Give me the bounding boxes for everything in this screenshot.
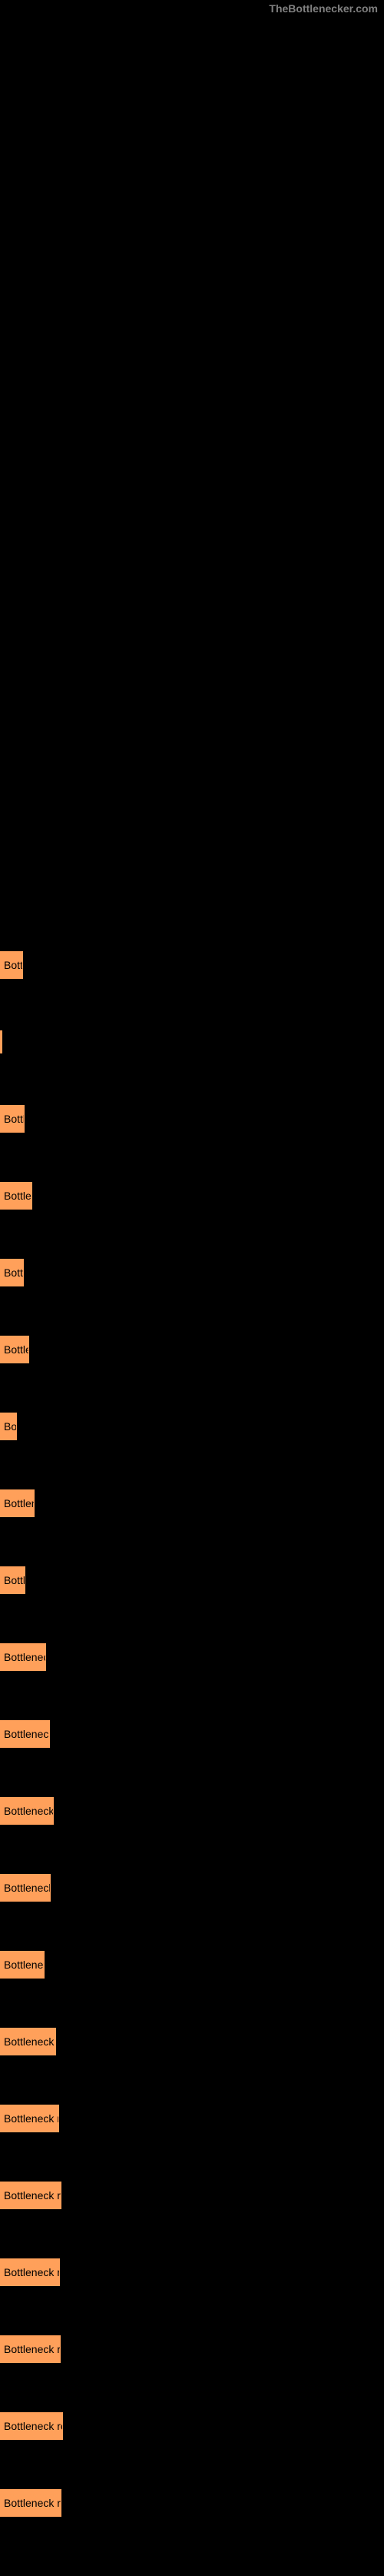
bar-label: Bottleneck result (4, 1805, 53, 1817)
bar-label: Bottlene (4, 1190, 31, 1202)
bar-row: Bot (0, 1407, 384, 1446)
bar-row: Bottleneck result (0, 2330, 384, 2368)
bar: Bottleneck result (0, 2258, 60, 2286)
bar-label: Bottleneck res (4, 1651, 45, 1663)
bar: Bott (0, 951, 23, 979)
bar-row: Bottleneck res (0, 1638, 384, 1676)
chart-container: Bott Bottle Bottlene Bottle Bottlen Bot Bottle… (0, 0, 384, 2576)
bar-label: Bottleneck result (4, 2035, 55, 2048)
bar-row: Bottleneck resu (0, 1869, 384, 1907)
bar: Bottlen (0, 1336, 29, 1363)
bar: Bottleneck resu (0, 1874, 51, 1902)
bar-label: Bottleneck result (4, 2343, 60, 2355)
bar: Bottleneck res (0, 1643, 46, 1671)
bar-row: Bottlene (0, 1177, 384, 1215)
bar-row: Bottleneck result (0, 2407, 384, 2445)
bar-label: Bottle (4, 1266, 23, 1279)
bar: Bottle (0, 1105, 25, 1133)
bar-label: Bottleneck resu (4, 1728, 49, 1740)
bar: Bottle (0, 1566, 25, 1594)
bar-row (0, 1023, 384, 1061)
bar: Bottleneck result (0, 1797, 54, 1825)
bar-row: Bottlen (0, 1330, 384, 1369)
bar-label: Bottleneck result (4, 2266, 59, 2278)
bar: Bottlene (0, 1182, 32, 1210)
bar-row: Bottleneck result (0, 2176, 384, 2215)
bar-row: Bottleneck result (0, 2099, 384, 2138)
bar: Bottleneck result (0, 2335, 61, 2363)
bar-label: Bot (4, 1420, 16, 1433)
bar-thin (0, 1030, 2, 1053)
bar-label: Bottlenec (4, 1497, 34, 1509)
bar: Bottleneck result (0, 2105, 59, 2132)
bar-label: Bottleneck re (4, 1959, 44, 1971)
bar-label: Bottleneck result (4, 2497, 61, 2509)
bar: Bottlenec (0, 1489, 35, 1517)
bar-row: Bottleneck result (0, 2253, 384, 2291)
bar-label: Bottleneck result (4, 2189, 61, 2202)
bar-label: Bottleneck resu (4, 1882, 50, 1894)
bar: Bottleneck result (0, 2028, 56, 2055)
bar: Bottleneck result (0, 2412, 63, 2440)
bar-row: Bott (0, 946, 384, 984)
bar-row: Bottleneck result (0, 1792, 384, 1830)
bar-row: Bottle (0, 1100, 384, 1138)
bar: Bot (0, 1413, 17, 1440)
bar-row: Bottle (0, 1561, 384, 1599)
bar-label: Bottle (4, 1113, 24, 1125)
bar-label: Bottle (4, 1574, 25, 1586)
bar-row: Bottlenec (0, 1484, 384, 1523)
bar-row: Bottleneck re (0, 1945, 384, 1984)
bar: Bottle (0, 1259, 24, 1286)
bar-label: Bottlen (4, 1343, 28, 1356)
bar-label: Bottleneck result (4, 2112, 58, 2125)
bar-row: Bottleneck result (0, 2022, 384, 2061)
bar: Bottleneck resu (0, 1720, 50, 1748)
bar: Bottleneck result (0, 2182, 61, 2209)
bar-label: Bott (4, 959, 22, 971)
bar-label: Bottleneck result (4, 2420, 62, 2432)
bar: Bottleneck re (0, 1951, 45, 1979)
bar-row: Bottleneck resu (0, 1715, 384, 1753)
bar-row: Bottle (0, 1253, 384, 1292)
bar: Bottleneck result (0, 2489, 61, 2517)
bar-row: Bottleneck result (0, 2484, 384, 2522)
